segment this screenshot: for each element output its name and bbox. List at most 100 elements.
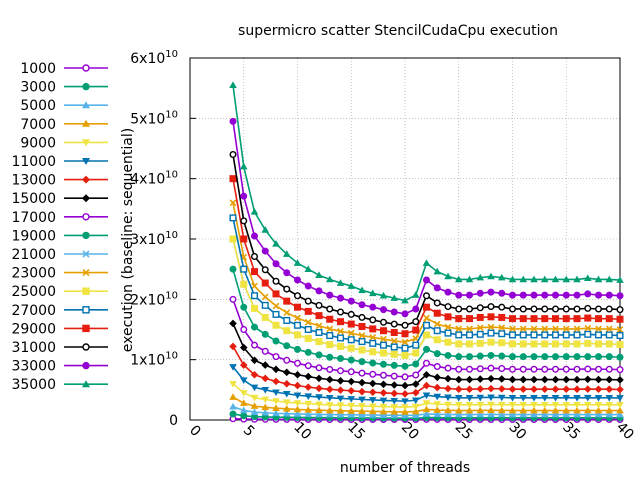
data-point (82, 287, 90, 295)
data-point (497, 375, 506, 383)
data-point (347, 411, 356, 418)
data-point (82, 361, 90, 370)
data-point (616, 332, 624, 340)
data-point (379, 291, 388, 299)
data-point (422, 405, 431, 413)
data-point (433, 267, 442, 275)
data-point (369, 348, 377, 356)
data-point (315, 384, 323, 393)
data-point (250, 341, 258, 349)
data-point (315, 351, 323, 359)
data-point (304, 383, 313, 391)
series-31000 (229, 151, 624, 329)
data-point (573, 305, 581, 313)
data-point (497, 410, 506, 418)
data-point (229, 81, 237, 88)
data-point (347, 386, 356, 395)
data-point (509, 353, 517, 361)
data-point (358, 407, 366, 414)
data-point (336, 279, 345, 286)
y-tick-label: 2x1010 (130, 290, 178, 308)
data-point (401, 310, 409, 318)
data-point (595, 305, 603, 313)
data-point (444, 303, 452, 311)
data-point (325, 375, 334, 384)
data-point (283, 327, 291, 335)
data-point (336, 402, 345, 410)
data-point (476, 324, 484, 332)
data-point (229, 235, 237, 243)
data-point (390, 308, 398, 316)
data-point (530, 385, 538, 394)
legend-item: 33000 (11, 359, 108, 375)
data-point (369, 316, 377, 324)
data-point (283, 297, 291, 305)
data-point (272, 321, 280, 329)
data-point (444, 374, 452, 383)
data-point (519, 410, 528, 418)
data-point (541, 340, 549, 348)
data-point (605, 305, 613, 313)
data-point (380, 360, 388, 368)
data-point (455, 331, 463, 339)
data-point (573, 315, 581, 323)
data-point (358, 322, 366, 330)
data-point (379, 397, 388, 405)
data-point (455, 305, 463, 313)
data-point (444, 338, 452, 346)
data-point (390, 372, 398, 380)
data-point (358, 338, 366, 346)
data-point (583, 401, 592, 409)
data-point (347, 407, 356, 414)
data-point (530, 325, 538, 333)
data-point (411, 411, 420, 418)
y-tick-label: 6x1010 (130, 49, 178, 67)
data-point (250, 370, 259, 379)
data-point (498, 289, 506, 297)
data-point (240, 217, 248, 225)
data-point (423, 321, 431, 329)
data-point (497, 273, 506, 281)
legend-item: 1000 (20, 61, 108, 77)
data-point (304, 372, 313, 381)
data-point (412, 371, 420, 379)
legend-label: 35000 (11, 377, 56, 393)
data-point (540, 385, 549, 394)
data-point (497, 394, 506, 402)
data-point (422, 370, 431, 379)
data-point (272, 290, 280, 298)
data-point (326, 341, 334, 349)
legend-label: 9000 (20, 135, 56, 151)
data-point (82, 380, 90, 388)
data-point (304, 400, 313, 408)
series-27000 (229, 214, 624, 352)
data-point (583, 274, 592, 282)
data-point (272, 365, 280, 374)
data-point (304, 318, 312, 326)
data-point (454, 394, 463, 402)
data-point (401, 344, 409, 352)
data-point (82, 306, 90, 314)
legend-item: 21000 (11, 247, 108, 263)
data-point (584, 290, 592, 298)
data-point (358, 378, 366, 387)
data-point (283, 342, 291, 350)
data-point (229, 364, 237, 371)
data-point (401, 411, 409, 419)
data-point (401, 330, 409, 338)
legend-label: 31000 (11, 340, 56, 356)
data-point (294, 314, 301, 322)
data-point (584, 314, 592, 322)
data-point (368, 403, 377, 411)
data-point (465, 406, 474, 414)
data-point (358, 346, 366, 354)
legend-item: 15000 (11, 191, 108, 207)
y-tick-label: 5x1010 (130, 109, 178, 127)
data-point (282, 368, 291, 377)
data-point (519, 331, 527, 339)
data-point (552, 353, 560, 361)
data-point (240, 280, 248, 288)
data-point (401, 362, 409, 370)
data-point (422, 392, 431, 400)
data-point (358, 332, 366, 339)
